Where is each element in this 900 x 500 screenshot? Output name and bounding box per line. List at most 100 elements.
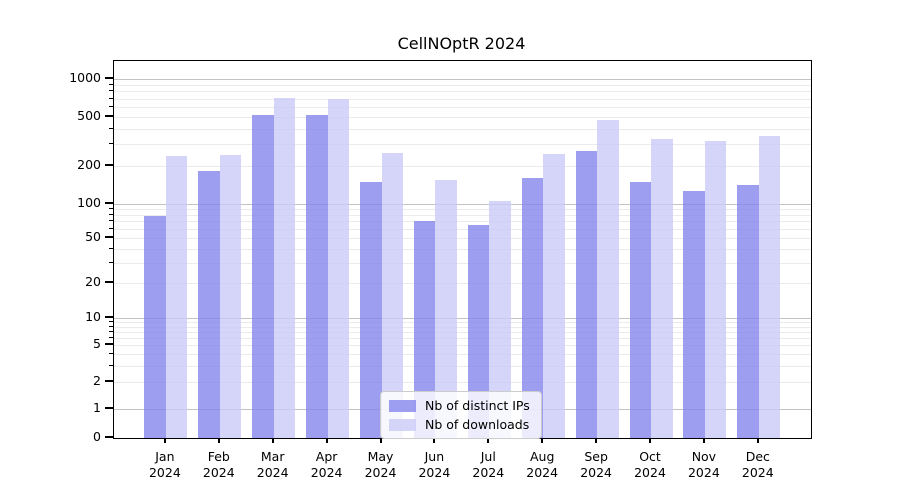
x-axis-tick-label-year: 2024: [148, 464, 181, 480]
legend: Nb of distinct IPs Nb of downloads: [380, 391, 542, 439]
bar-downloads: [327, 99, 350, 438]
y-axis-tick-label: 200: [77, 157, 101, 173]
legend-label-downloads: Nb of downloads: [425, 417, 530, 432]
bar-distinct-ips: [683, 190, 705, 438]
y-axis-tick: [105, 379, 113, 382]
bar-distinct-ips: [360, 182, 382, 438]
y-axis-tick-label: 0: [93, 428, 101, 444]
gridline: [114, 263, 811, 265]
y-axis-tick: [105, 435, 113, 438]
y-axis-minor-tick: [109, 353, 113, 355]
y-axis-tick: [105, 281, 113, 284]
x-axis-tick-label-year: 2024: [580, 464, 612, 480]
x-axis-tick-label: Apr 2024: [292, 449, 362, 480]
y-axis-minor-tick: [109, 337, 113, 338]
y-axis-minor-tick: [109, 262, 113, 264]
x-axis-tick: [541, 438, 544, 443]
x-axis-tick-label: Feb 2024: [184, 449, 254, 480]
y-axis-minor-tick: [109, 127, 113, 129]
y-axis-tick-label: 500: [77, 107, 101, 123]
bar-downloads: [435, 179, 457, 438]
bar-distinct-ips: [575, 151, 598, 438]
bar-distinct-ips: [629, 182, 651, 438]
bar-downloads: [704, 140, 727, 438]
bar-downloads: [758, 135, 781, 438]
x-axis-tick: [379, 438, 382, 443]
chart-title: CellNOptR 2024: [397, 34, 526, 53]
x-axis-tick-label: Mar 2024: [238, 449, 308, 480]
y-axis-minor-tick: [109, 105, 113, 107]
x-axis-tick: [271, 438, 274, 443]
x-axis-tick: [217, 438, 220, 443]
gridline: [114, 116, 811, 118]
gridline: [114, 91, 811, 93]
bar-distinct-ips: [467, 225, 490, 438]
y-axis-tick: [105, 407, 113, 410]
y-axis-minor-tick: [109, 330, 113, 332]
y-axis-tick-label: 50: [85, 229, 101, 244]
gridline: [114, 238, 811, 239]
x-axis-tick: [487, 438, 490, 443]
x-axis-tick-label: Jul 2024: [453, 449, 523, 480]
gridline: [114, 354, 811, 356]
gridline: [114, 317, 811, 319]
y-axis-tick-label: 1: [93, 400, 101, 416]
bar-distinct-ips: [737, 184, 759, 438]
legend-entry-downloads: Nb of downloads: [389, 416, 533, 433]
gridline: [114, 106, 811, 108]
gridline: [114, 249, 811, 251]
gridline: [114, 338, 811, 339]
y-axis-tick: [105, 201, 113, 204]
gridline: [114, 283, 811, 285]
gridline: [114, 85, 811, 86]
y-axis-minor-tick: [109, 220, 113, 222]
x-axis-tick: [433, 438, 436, 443]
bar-downloads: [543, 154, 565, 438]
x-axis-tick-label: Jun 2024: [399, 449, 469, 480]
x-axis-tick-label: Jan 2024: [130, 449, 200, 480]
gridline: [114, 321, 811, 323]
x-axis-tick-label-year: 2024: [310, 464, 343, 480]
bar-downloads: [273, 97, 296, 438]
gridline: [114, 208, 811, 210]
x-axis-tick: [756, 438, 759, 443]
bar-distinct-ips: [306, 115, 328, 438]
y-axis-minor-tick: [109, 143, 113, 145]
legend-swatch-downloads: [389, 418, 416, 431]
y-axis-tick-label: 2: [93, 372, 101, 388]
y-axis-minor-tick: [109, 320, 113, 322]
bar-downloads: [597, 120, 619, 438]
y-axis-minor-tick: [109, 97, 113, 99]
bar-distinct-ips: [521, 178, 544, 438]
y-axis-minor-tick: [109, 207, 113, 209]
y-axis-tick-label: 10: [85, 308, 101, 324]
y-axis-tick: [105, 343, 113, 346]
y-axis-minor-tick: [109, 228, 113, 229]
x-axis-tick-label-year: 2024: [634, 464, 666, 480]
x-axis-tick-label: Dec 2024: [723, 449, 793, 480]
y-axis-minor-tick: [109, 90, 113, 92]
y-axis-minor-tick: [109, 325, 113, 327]
y-axis-tick-label: 100: [77, 194, 101, 210]
y-axis-tick-label: 1000: [69, 70, 101, 86]
gridline: [114, 229, 811, 230]
bar-distinct-ips: [144, 216, 166, 438]
plot-area: [113, 60, 812, 439]
x-axis-tick-label-year: 2024: [472, 464, 505, 480]
bar-downloads: [651, 139, 673, 438]
gridline: [114, 214, 811, 216]
y-axis-tick: [105, 315, 113, 318]
legend-swatch-distinct-ips: [389, 399, 416, 412]
x-axis-tick-label-year: 2024: [526, 464, 559, 480]
bar-distinct-ips: [252, 115, 274, 438]
x-axis-tick-label-year: 2024: [741, 464, 774, 480]
x-axis-tick-label-year: 2024: [364, 464, 397, 480]
x-axis-tick-label-year: 2024: [256, 464, 289, 480]
gridline: [114, 128, 811, 130]
x-axis-tick-label-year: 2024: [687, 464, 720, 480]
gridline: [114, 79, 811, 81]
bar-downloads: [165, 156, 188, 438]
gridline: [114, 203, 811, 205]
y-axis-tick: [105, 77, 113, 80]
